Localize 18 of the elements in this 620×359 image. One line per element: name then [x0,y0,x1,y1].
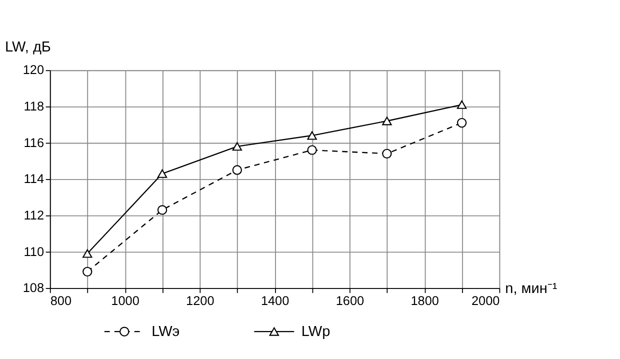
legend-label: LWр [301,324,330,340]
x-tick-label: 1200 [186,294,214,308]
y-tick-label: 108 [22,281,44,296]
x-tick-label: 1800 [410,294,439,308]
y-tick-label: 118 [24,100,44,114]
legend-label: LWэ [152,324,180,340]
x-tick-label: 1400 [260,294,290,308]
y-tick-label: 120 [22,63,44,78]
x-tick-label: 1600 [336,294,364,308]
y-tick-label: 114 [24,172,44,186]
y-tick-label: 110 [24,244,44,259]
x-tick-label: 2000 [471,294,500,308]
x-tick-label: 800 [50,294,72,308]
y-tick-label: 112 [24,208,44,222]
x-tick-label: 1000 [111,294,140,308]
y-axis-title: LW, дБ [4,40,51,56]
y-tick-label: 116 [24,136,44,150]
x-axis-title: n, мин⁻¹ [505,281,558,298]
